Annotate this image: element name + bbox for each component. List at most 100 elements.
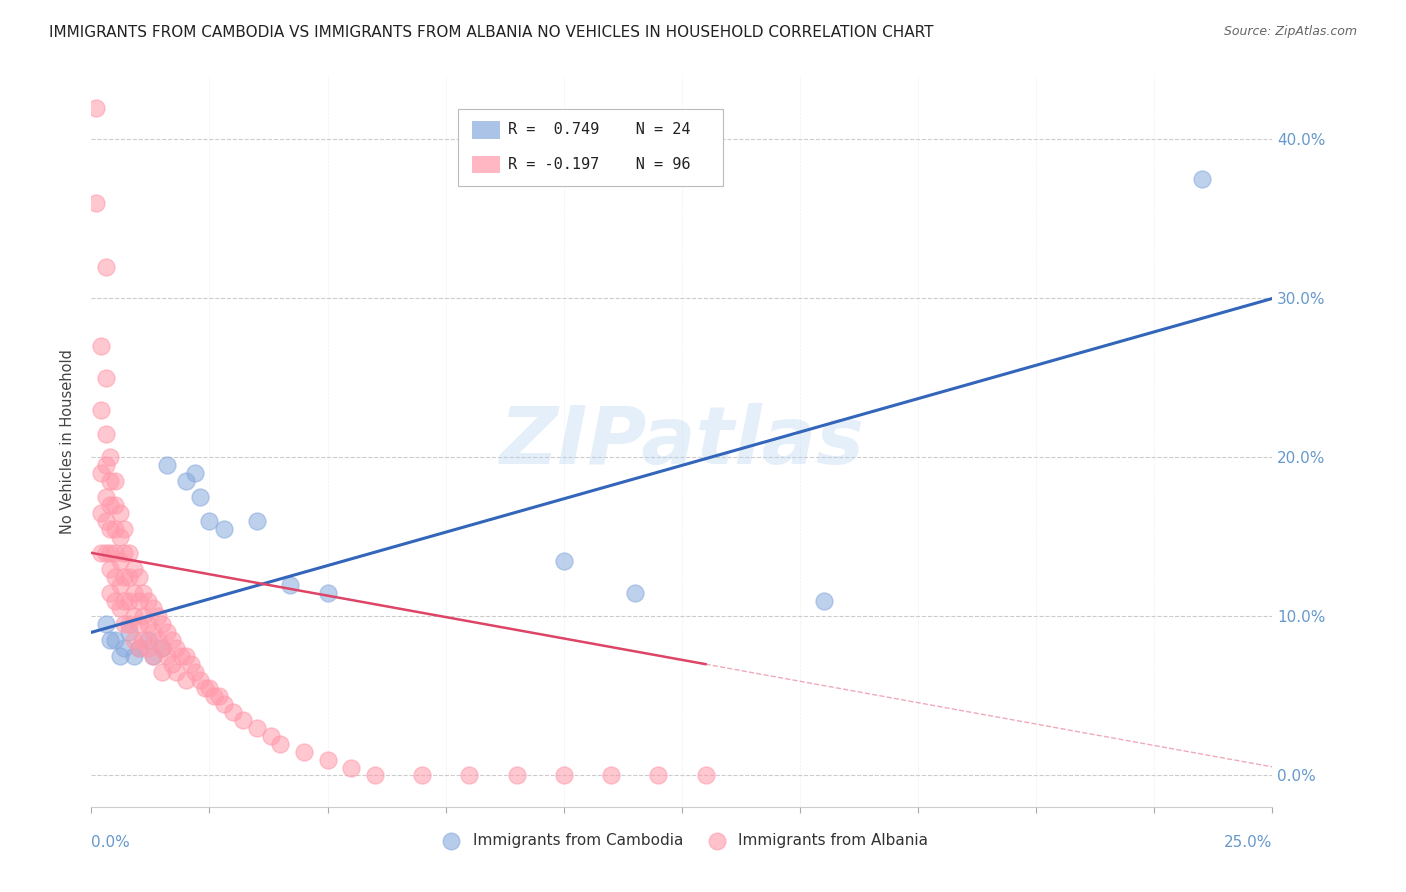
Point: [222, 705, 245, 719]
Point: [316, 753, 339, 767]
Point: [150, 665, 173, 679]
Point: [94, 458, 117, 473]
Point: [156, 458, 179, 473]
Point: [695, 768, 717, 782]
Point: [108, 554, 131, 568]
Text: Source: ZipAtlas.com: Source: ZipAtlas.com: [1223, 25, 1357, 38]
Point: [128, 570, 150, 584]
Point: [108, 649, 131, 664]
Point: [553, 554, 575, 568]
FancyBboxPatch shape: [457, 109, 723, 186]
Point: [246, 514, 269, 528]
Point: [458, 768, 481, 782]
Point: [98, 546, 121, 560]
Point: [198, 681, 221, 695]
Point: [122, 649, 145, 664]
Point: [94, 426, 117, 441]
Point: [98, 450, 121, 465]
Point: [202, 689, 225, 703]
Point: [128, 593, 150, 607]
Point: [98, 562, 121, 576]
Point: [174, 475, 197, 489]
Point: [122, 609, 145, 624]
Point: [316, 585, 339, 599]
Point: [94, 617, 117, 632]
Point: [98, 475, 121, 489]
Point: [150, 641, 173, 656]
Point: [194, 681, 217, 695]
Point: [104, 475, 127, 489]
Point: [122, 562, 145, 576]
Point: [98, 522, 121, 536]
Point: [94, 260, 117, 274]
Point: [165, 641, 187, 656]
Point: [104, 546, 127, 560]
Point: [114, 641, 136, 656]
Point: [146, 633, 169, 648]
Point: [90, 402, 112, 417]
Point: [132, 585, 155, 599]
Point: [90, 546, 112, 560]
Point: [623, 585, 645, 599]
Point: [114, 617, 136, 632]
Point: [136, 641, 159, 656]
Point: [146, 609, 169, 624]
Point: [278, 577, 301, 591]
Point: [364, 768, 387, 782]
Point: [108, 577, 131, 591]
Point: [114, 570, 136, 584]
Point: [108, 530, 131, 544]
Point: [122, 585, 145, 599]
Point: [150, 617, 173, 632]
Point: [212, 697, 235, 711]
Point: [94, 371, 117, 385]
Point: [232, 713, 254, 727]
Point: [118, 546, 141, 560]
Point: [98, 585, 121, 599]
Point: [174, 673, 197, 687]
Point: [90, 467, 112, 481]
Point: [104, 498, 127, 512]
Point: [165, 665, 187, 679]
Point: [122, 633, 145, 648]
Point: [212, 522, 235, 536]
Point: [114, 593, 136, 607]
Text: IMMIGRANTS FROM CAMBODIA VS IMMIGRANTS FROM ALBANIA NO VEHICLES IN HOUSEHOLD COR: IMMIGRANTS FROM CAMBODIA VS IMMIGRANTS F…: [49, 25, 934, 40]
Point: [292, 745, 315, 759]
Point: [118, 570, 141, 584]
Text: ZIPatlas: ZIPatlas: [499, 402, 865, 481]
Point: [98, 633, 121, 648]
Point: [136, 593, 159, 607]
Text: 0.0%: 0.0%: [91, 835, 131, 850]
Point: [188, 673, 211, 687]
Point: [600, 768, 623, 782]
FancyBboxPatch shape: [471, 121, 501, 139]
Point: [94, 514, 117, 528]
Point: [160, 633, 183, 648]
Point: [156, 625, 179, 640]
Y-axis label: No Vehicles in Household: No Vehicles in Household: [60, 349, 76, 534]
Point: [340, 760, 363, 774]
Point: [142, 649, 165, 664]
Point: [553, 768, 575, 782]
Point: [142, 601, 165, 615]
Point: [150, 641, 173, 656]
Point: [142, 649, 165, 664]
Point: [84, 196, 107, 211]
Point: [411, 768, 433, 782]
Point: [156, 649, 179, 664]
Point: [104, 633, 127, 648]
Text: R = -0.197    N = 96: R = -0.197 N = 96: [509, 157, 690, 172]
Text: 25.0%: 25.0%: [1225, 835, 1272, 850]
Point: [128, 641, 150, 656]
Point: [104, 522, 127, 536]
Point: [118, 617, 141, 632]
Legend: Immigrants from Cambodia, Immigrants from Albania: Immigrants from Cambodia, Immigrants fro…: [430, 827, 934, 855]
Point: [188, 490, 211, 504]
Point: [118, 625, 141, 640]
Point: [246, 721, 269, 735]
Point: [180, 657, 202, 672]
Text: R =  0.749    N = 24: R = 0.749 N = 24: [509, 122, 690, 137]
Point: [128, 641, 150, 656]
Point: [128, 617, 150, 632]
